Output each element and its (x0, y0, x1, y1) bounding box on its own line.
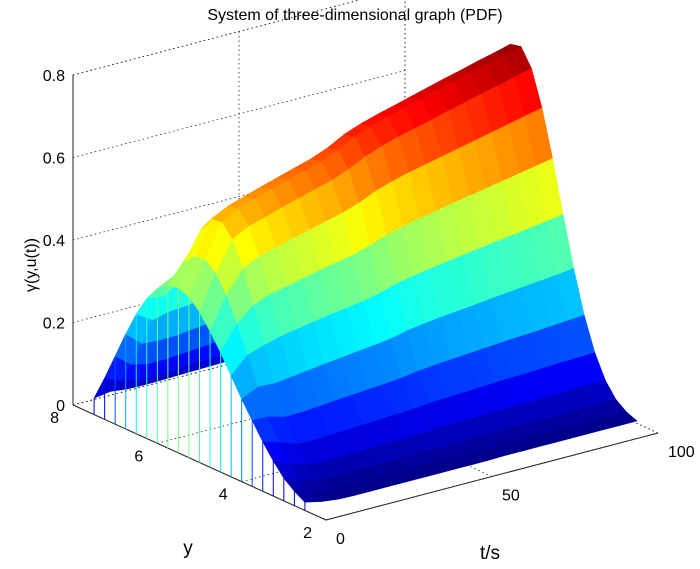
y-tick-label: 2 (303, 525, 312, 542)
x-tick-label: 0 (336, 531, 345, 548)
z-tick-label: 0.8 (43, 68, 65, 85)
y-tick-label: 8 (50, 410, 59, 427)
y-tick-label: 6 (134, 448, 143, 465)
y-tick-label: 4 (219, 487, 228, 504)
x-axis-label: t/s (480, 543, 500, 564)
z-tick-label: 0 (56, 398, 65, 415)
grid-line (72, 70, 406, 158)
grid-line (325, 432, 659, 521)
z-tick-label: 0.2 (43, 316, 65, 333)
surface-patch (609, 411, 638, 426)
y-axis-label: y (183, 538, 193, 559)
x-tick-label: 50 (502, 488, 520, 505)
grid-line (72, 0, 361, 76)
z-axis-label: γ(y,u(t)) (23, 238, 40, 292)
chart-title: System of three-dimensional graph (PDF) (207, 7, 502, 24)
z-tick-label: 0.4 (43, 233, 65, 250)
surface-mesh (93, 43, 638, 511)
grid-line (72, 152, 406, 241)
x-tick-label: 100 (668, 444, 695, 461)
z-tick-label: 0.6 (43, 151, 65, 168)
